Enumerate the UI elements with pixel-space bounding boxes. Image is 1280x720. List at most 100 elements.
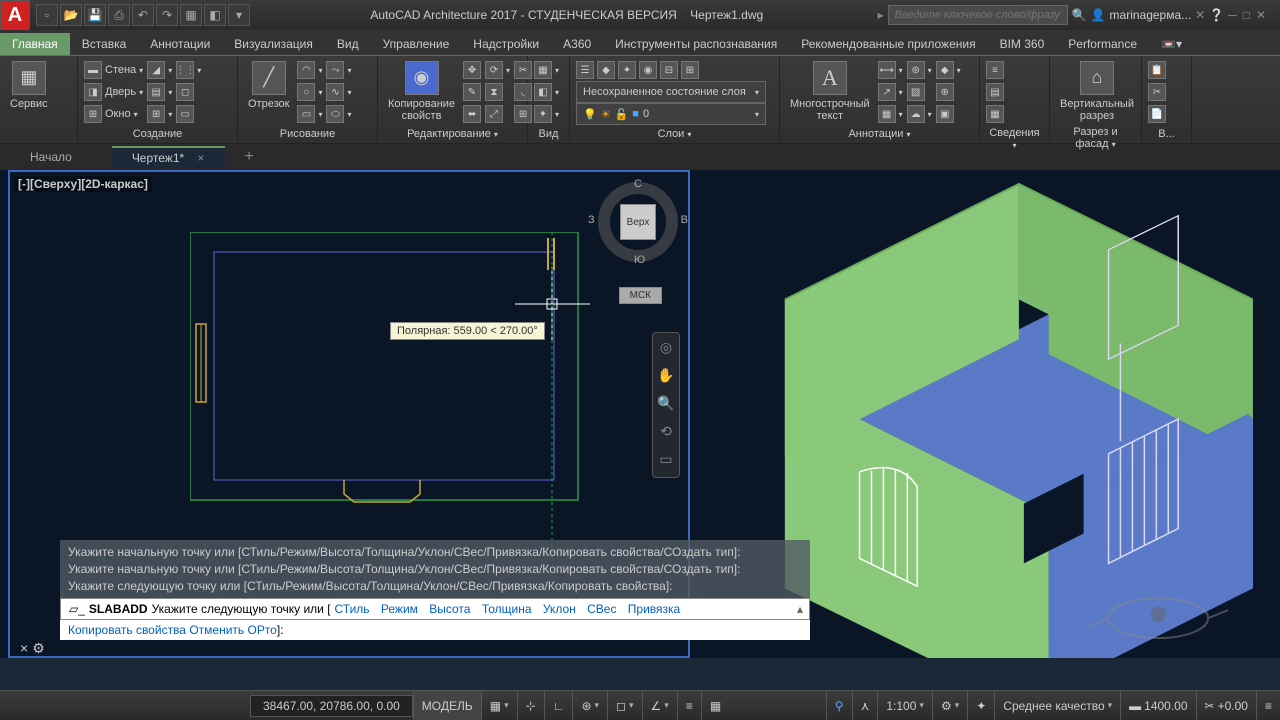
window-button[interactable]: ⊞Окно▾	[84, 103, 143, 125]
tab-overflow[interactable]: 📼▾	[1149, 33, 1194, 55]
tab-annotate[interactable]: Аннотации	[138, 33, 222, 55]
col-grid-icon[interactable]: ⋮⋮	[176, 61, 194, 79]
panel-anno-label[interactable]: Аннотации ▾	[786, 126, 973, 140]
user-name[interactable]: marinagерма...	[1110, 8, 1192, 22]
otrack-toggle[interactable]: ∠ ▾	[642, 691, 677, 720]
stair-icon[interactable]: ▤	[147, 83, 165, 101]
info-icon[interactable]: ≡	[986, 61, 1004, 79]
rect-icon[interactable]: ▭	[297, 105, 315, 123]
quality-combo[interactable]: Среднее качество ▾	[994, 691, 1120, 720]
mtext-button[interactable]: AМногострочный текст	[786, 59, 874, 124]
hatch-icon[interactable]: ▨	[907, 83, 925, 101]
layer-icon[interactable]: ⊞	[681, 61, 699, 79]
layer-icon[interactable]: ◆	[597, 61, 615, 79]
qat-btn[interactable]: ▦	[180, 4, 202, 26]
app-logo[interactable]: A	[0, 0, 30, 30]
grid-toggle[interactable]: ▦ ▾	[481, 691, 517, 720]
anno-icon[interactable]: ◆	[936, 61, 954, 79]
ortho-toggle[interactable]: ∟	[544, 691, 573, 720]
command-line[interactable]: ▱_ SLABADD Укажите следующую точку или […	[60, 598, 810, 620]
panel-info-label[interactable]: Сведения ▾	[986, 125, 1043, 151]
grid-icon[interactable]: ⊞	[147, 105, 165, 123]
orbit-icon[interactable]: ⟲	[656, 423, 676, 443]
tab-recognize[interactable]: Инструменты распознавания	[603, 33, 789, 55]
zoom-icon[interactable]: 🔍	[656, 395, 676, 415]
tab-home[interactable]: Главная	[0, 33, 70, 55]
start-tab[interactable]: Начало	[10, 147, 92, 167]
table-icon[interactable]: ▦	[878, 105, 896, 123]
mirror-icon[interactable]: ⧗	[485, 83, 503, 101]
customize-icon[interactable]: ≡	[1256, 691, 1280, 720]
model-button[interactable]: МОДЕЛЬ	[413, 691, 481, 720]
info-icon[interactable]: ▤	[986, 83, 1004, 101]
search-arrow-icon[interactable]: ▸	[878, 8, 884, 22]
save-icon[interactable]: 💾	[84, 4, 106, 26]
tab-insert[interactable]: Вставка	[70, 33, 139, 55]
scale-button[interactable]: 1:100 ▾	[877, 691, 932, 720]
ellipse-icon[interactable]: ⬭	[326, 105, 344, 123]
panel-layers-label[interactable]: Слои ▾	[576, 126, 773, 140]
anno-icon[interactable]: ⊕	[936, 83, 954, 101]
ucs-button[interactable]: МСК	[619, 287, 662, 304]
spline-icon[interactable]: ∿	[326, 83, 344, 101]
redo-icon[interactable]: ↷	[156, 4, 178, 26]
drawing-tab[interactable]: Чертеж1* ×	[112, 146, 225, 168]
snap-toggle[interactable]: ⊹	[517, 691, 544, 720]
tab-addins[interactable]: Надстройки	[461, 33, 551, 55]
rev-icon[interactable]: ☁	[907, 105, 925, 123]
new-tab-button[interactable]: +	[245, 148, 254, 166]
tag-icon[interactable]: ⊛	[907, 61, 925, 79]
pan-icon[interactable]: ✋	[656, 367, 676, 387]
brush-icon[interactable]: ✎	[463, 83, 481, 101]
stretch-icon[interactable]: ⬌	[463, 105, 481, 123]
rotate-icon[interactable]: ⟳	[485, 61, 503, 79]
circle-icon[interactable]: ○	[297, 83, 315, 101]
view-icon2[interactable]: ◧	[534, 83, 552, 101]
tab-performance[interactable]: Performance	[1056, 33, 1149, 55]
arc-icon[interactable]: ◠	[297, 61, 315, 79]
polar-toggle[interactable]: ⊛ ▾	[572, 691, 607, 720]
elev-readout[interactable]: ▬ 1400.00	[1120, 691, 1195, 720]
open-icon[interactable]: 📂	[60, 4, 82, 26]
scale-icon[interactable]: ⤢	[485, 105, 503, 123]
layer-icon[interactable]: ◉	[639, 61, 657, 79]
view-icon3[interactable]: ✦	[534, 105, 552, 123]
help-icon[interactable]: ❔	[1209, 8, 1224, 22]
panel-edit-label[interactable]: Редактирование ▾	[384, 126, 521, 140]
anno-icon[interactable]: ▣	[936, 105, 954, 123]
anno-scale-toggle[interactable]: ⋏	[852, 691, 878, 720]
line-button[interactable]: ╱Отрезок	[244, 59, 293, 112]
print-icon[interactable]: ⎙	[108, 4, 130, 26]
cmd-expand-icon[interactable]: ▴	[797, 602, 803, 616]
showmotion-icon[interactable]: ▭	[656, 451, 676, 471]
move-icon[interactable]: ✥	[463, 61, 481, 79]
layer-icon[interactable]: ☰	[576, 61, 594, 79]
viewcube-top[interactable]: Верх	[620, 204, 656, 240]
box-icon[interactable]: ◻	[176, 83, 194, 101]
tab-a360[interactable]: A360	[551, 33, 603, 55]
clip-icon[interactable]: 📋	[1148, 61, 1166, 79]
clip-icon[interactable]: 📄	[1148, 105, 1166, 123]
tab-featured[interactable]: Рекомендованные приложения	[789, 33, 987, 55]
roof-icon[interactable]: ◢	[147, 61, 165, 79]
anno-vis-toggle[interactable]: ✦	[967, 691, 994, 720]
command-toggle[interactable]: ×⚙	[20, 640, 45, 657]
tab-manage[interactable]: Управление	[371, 33, 462, 55]
layer-state-combo[interactable]: Несохраненное состояние слоя▾	[576, 81, 766, 103]
dim-icon[interactable]: ⟷	[878, 61, 896, 79]
qat-btn[interactable]: ◧	[204, 4, 226, 26]
clip-icon[interactable]: ✂	[1148, 83, 1166, 101]
tab-visualize[interactable]: Визуализация	[222, 33, 325, 55]
vsection-button[interactable]: ⌂Вертикальный разрез	[1056, 59, 1138, 124]
tab-view[interactable]: Вид	[325, 33, 371, 55]
wheel-icon[interactable]: ◎	[656, 339, 676, 359]
window-controls[interactable]: ─□✕	[1228, 8, 1272, 22]
ceiling-icon[interactable]: ▭	[176, 105, 194, 123]
osnap-toggle[interactable]: ◻ ▾	[607, 691, 642, 720]
pline-icon[interactable]: ⤳	[326, 61, 344, 79]
new-icon[interactable]: ▫	[36, 4, 58, 26]
coords-readout[interactable]: 38467.00, 20786.00, 0.00	[250, 695, 413, 717]
search-icon[interactable]: 🔍	[1072, 8, 1087, 22]
panel-section-label[interactable]: Разрез и фасад ▾	[1056, 124, 1135, 150]
view-icon[interactable]: ▦	[534, 61, 552, 79]
